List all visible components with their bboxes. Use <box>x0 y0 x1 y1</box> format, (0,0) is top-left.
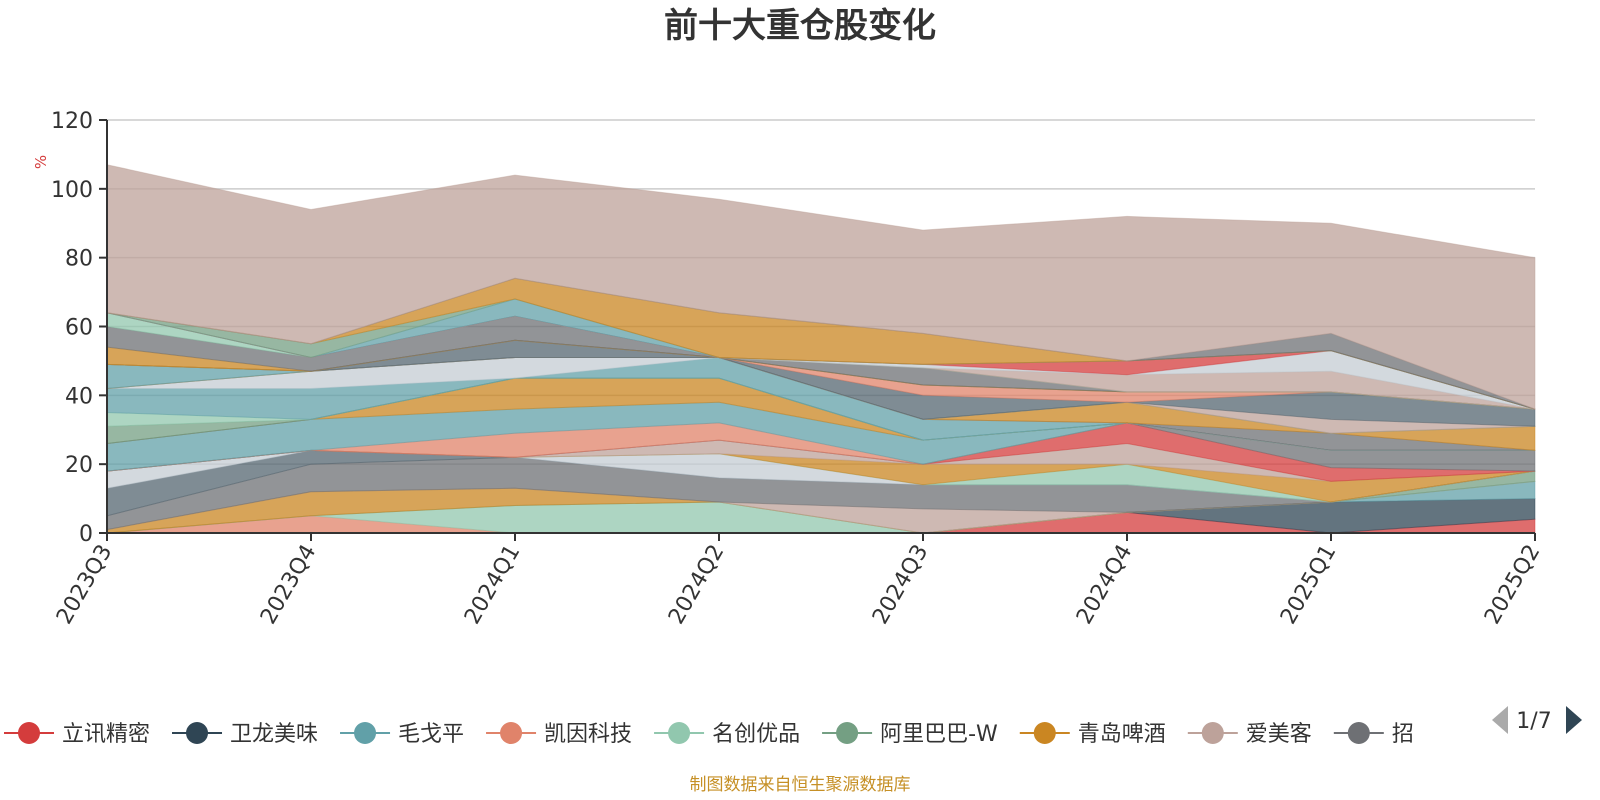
chart-title: 前十大重仓股变化 <box>664 6 936 46</box>
legend-items: 立讯精密 卫龙美味 毛戈平 凯因科技 名创优品 阿里巴巴-W 青岛啤酒 爱美客 招 <box>4 722 1414 747</box>
legend-label: 名创优品 <box>712 722 800 747</box>
x-tick-label: 2025Q2 <box>1480 541 1545 629</box>
area-series-group <box>106 164 1536 534</box>
legend-label: 招 <box>1392 722 1414 747</box>
y-axis-ticks: 0 20 40 60 80 100 120 <box>51 109 107 547</box>
x-tick-label: 2024Q3 <box>868 541 933 629</box>
legend-item[interactable]: 卫龙美味 <box>172 722 318 747</box>
legend-marker-icon <box>500 722 523 744</box>
legend-marker-icon <box>354 722 377 744</box>
legend-page-label: 1/7 <box>1516 709 1551 734</box>
legend-item[interactable]: 毛戈平 <box>340 722 464 747</box>
legend-marker-icon <box>18 722 40 744</box>
y-tick-label: 120 <box>51 109 93 134</box>
legend-item[interactable]: 阿里巴巴-W <box>822 722 998 747</box>
legend-marker-icon <box>1033 722 1056 744</box>
x-tick-label: 2024Q1 <box>460 541 525 629</box>
legend-item[interactable]: 爱美客 <box>1187 722 1312 747</box>
legend-marker-icon <box>1347 722 1370 744</box>
y-tick-label: 0 <box>79 522 93 547</box>
x-tick-label: 2025Q1 <box>1276 541 1341 629</box>
y-tick-label: 40 <box>65 384 93 409</box>
legend-label: 卫龙美味 <box>230 722 318 747</box>
legend-marker-icon <box>668 722 691 744</box>
legend-label: 阿里巴巴-W <box>880 722 998 747</box>
legend-item[interactable]: 招 <box>1333 722 1414 747</box>
area-series-other-35[interactable] <box>106 164 1536 410</box>
area-series-other-8[interactable] <box>106 422 1536 472</box>
legend-label: 青岛啤酒 <box>1078 722 1166 747</box>
x-tick-label: 2024Q4 <box>1072 541 1137 629</box>
legend: 立讯精密 卫龙美味 毛戈平 凯因科技 名创优品 阿里巴巴-W 青岛啤酒 爱美客 招 1/7 <box>4 700 1582 747</box>
legend-item[interactable]: 立讯精密 <box>4 722 150 747</box>
y-tick-label: 100 <box>51 178 93 203</box>
y-tick-label: 80 <box>65 247 93 272</box>
legend-marker-icon <box>186 722 209 744</box>
y-axis-unit: % <box>32 155 50 169</box>
x-tick-label: 2023Q3 <box>52 541 117 629</box>
legend-label: 爱美客 <box>1246 722 1312 747</box>
legend-label: 毛戈平 <box>398 722 464 747</box>
triangle-right-icon[interactable] <box>1566 706 1582 734</box>
legend-marker-icon <box>1201 722 1224 744</box>
legend-label: 立讯精密 <box>62 722 150 747</box>
y-tick-label: 20 <box>65 453 93 478</box>
x-tick-label: 2024Q2 <box>664 541 729 629</box>
legend-marker-icon <box>836 722 859 744</box>
x-tick-label: 2023Q4 <box>256 541 321 629</box>
legend-item[interactable]: 青岛啤酒 <box>1019 722 1166 747</box>
x-axis-ticks: 2023Q3 2023Q4 2024Q1 2024Q2 2024Q3 2024Q4 2025… <box>52 533 1545 629</box>
data-source-note: 制图数据来自恒生聚源数据库 <box>690 775 911 795</box>
legend-item[interactable]: 凯因科技 <box>486 722 632 747</box>
y-tick-label: 60 <box>65 316 93 341</box>
legend-label: 凯因科技 <box>544 722 632 747</box>
legend-item[interactable]: 名创优品 <box>654 722 800 747</box>
triangle-left-icon[interactable] <box>1492 706 1508 734</box>
